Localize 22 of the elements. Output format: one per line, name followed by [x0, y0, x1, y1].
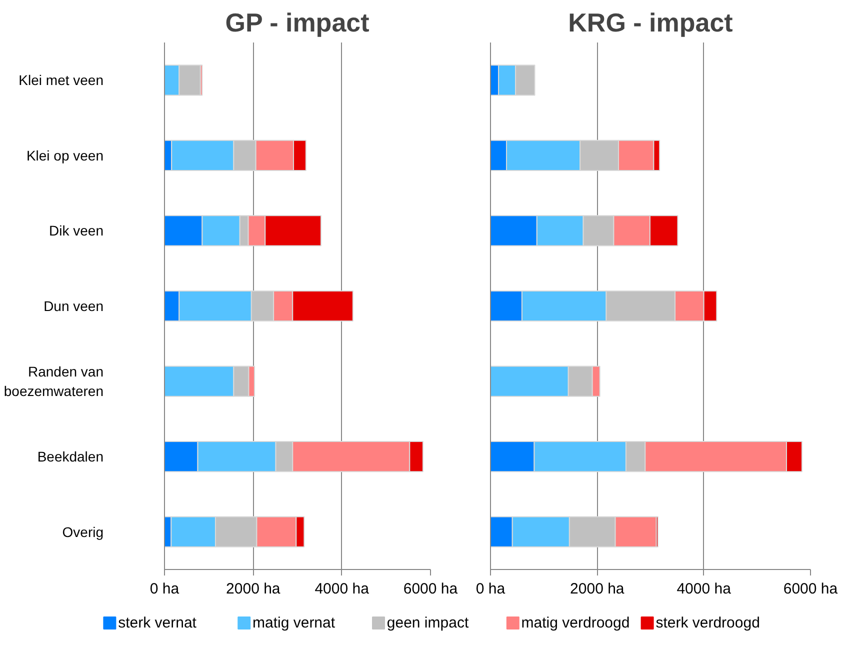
chart-title: GP - impact	[225, 8, 370, 38]
x-tick-label: 4000 ha	[314, 580, 370, 598]
legend-label: geen impact	[386, 614, 470, 632]
y-tick-label: Dun veen	[44, 298, 104, 314]
x-tick-label: 6000 ha	[783, 580, 838, 598]
legend-label: matig verdroogd	[521, 614, 630, 632]
legend-label: sterk verdroogd	[656, 614, 760, 632]
y-tick-label: Randen van boezemwateren	[4, 364, 104, 399]
y-tick-label: Beekdalen	[37, 448, 104, 465]
chart-title: KRG - impact	[568, 8, 734, 38]
y-tick-label: Klei met veen	[18, 72, 104, 88]
y-tick-label: Overig	[62, 524, 104, 540]
x-tick-label: 4000 ha	[676, 580, 732, 598]
y-tick-label: Dik veen	[49, 222, 104, 239]
legend-label: sterk vernat	[118, 614, 198, 632]
y-tick-label: Klei op veen	[26, 147, 104, 164]
x-tick-label: 0 ha	[150, 580, 180, 598]
x-tick-label: 2000 ha	[226, 580, 281, 598]
x-tick-label: 6000 ha	[403, 580, 458, 598]
x-tick-label: 0 ha	[476, 580, 506, 598]
legend-label: matig vernat	[252, 614, 336, 632]
x-tick-label: 2000 ha	[570, 580, 625, 598]
